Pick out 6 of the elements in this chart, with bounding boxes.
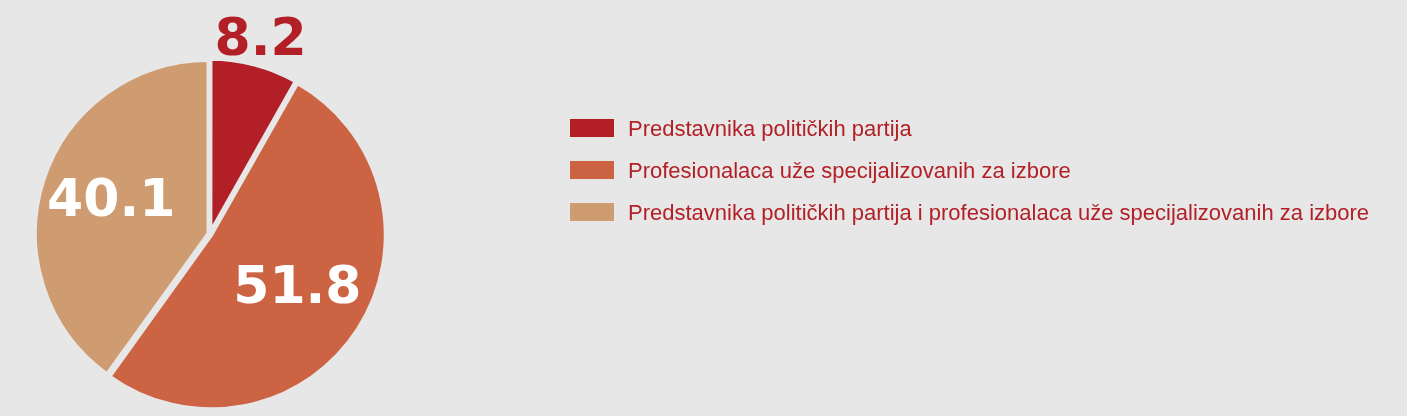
data-label: 51.8 [233,255,362,316]
legend-label: Predstavnika političkih partija i profesionalaca uže specijalizovanih za izbore [628,199,1370,227]
legend-label: Predstavnika političkih partija [628,115,912,143]
data-label: 8.2 [214,7,307,68]
data-label: 40.1 [47,167,176,228]
legend-label: Profesionalaca uže specijalizovanih za izbore [628,157,1071,185]
